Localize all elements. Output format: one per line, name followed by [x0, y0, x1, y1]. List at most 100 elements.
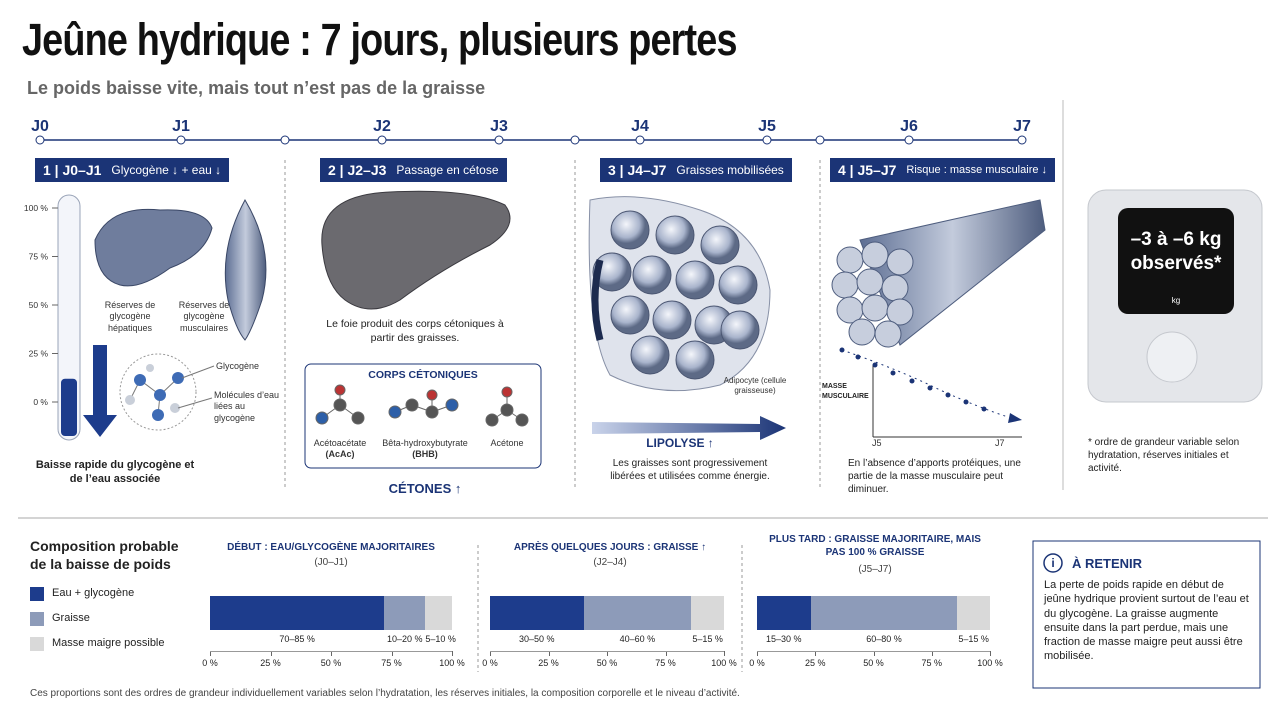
axis-tick — [665, 651, 667, 656]
panel-title: APRÈS QUELQUES JOURS : GRAISSE ↑ — [513, 542, 707, 553]
panel-title: DÉBUT : EAU/GLYCOGÈNE MAJORITAIRES — [227, 542, 435, 553]
phase-header: 1 | J0–J1 Glycogène ↓ + eau ↓ — [35, 158, 230, 182]
gauge-fill — [61, 378, 77, 436]
segment-label: 30–50 % — [519, 634, 555, 644]
axis-tick-label: 0 % — [749, 658, 765, 668]
segment-label: 70–85 % — [279, 634, 315, 644]
timeline-node — [1017, 135, 1027, 145]
axis-tick — [210, 651, 211, 656]
axis-tick — [548, 651, 550, 656]
vessel — [591, 259, 604, 341]
adipocyte — [700, 225, 740, 265]
caption: Les graisses sont progressivement libéré… — [610, 458, 770, 482]
gauge-tick-label: 50 % — [29, 300, 49, 310]
adipocyte — [632, 255, 672, 295]
gauge-tick-label: 75 % — [29, 252, 49, 262]
label: Réserves de glycogène musculaires — [178, 300, 230, 333]
day-label: J3 — [490, 118, 508, 135]
day-label: J5 — [758, 118, 776, 135]
axis-tick-label: 0 % — [202, 658, 218, 668]
takeaway-title: À RETENIR — [1072, 556, 1143, 571]
legend-swatch — [30, 612, 44, 626]
ketone-box — [304, 363, 542, 469]
panel-period: (J5–J7) — [858, 564, 892, 575]
molecule-name: Bêta-hydroxybutyrate — [382, 438, 468, 448]
panel-period: (J2–J4) — [593, 557, 627, 568]
adipocyte — [655, 215, 695, 255]
axis-tick — [990, 651, 991, 656]
segment-label: 15–30 % — [766, 634, 802, 644]
legend-label: Graisse — [52, 612, 90, 624]
bar-segment — [210, 596, 385, 630]
fascicle — [874, 320, 902, 348]
phase-title: Graisses mobilisées — [676, 163, 784, 177]
axis-tick-label: 25 % — [260, 658, 281, 668]
timeline-node — [570, 135, 580, 145]
gauge — [57, 194, 81, 441]
phase-header: 4 | J5–J7 Risque : masse musculaire ↓ — [830, 158, 1056, 182]
adipocyte — [720, 310, 760, 350]
axis-tick-label: 50 % — [596, 658, 618, 668]
axis-tick — [931, 651, 933, 656]
scale-note: * ordre de grandeur variable selon hydra… — [1088, 437, 1240, 474]
axis-tick — [331, 651, 332, 656]
ketones-label: CÉTONES ↑ — [388, 481, 462, 496]
timeline-node — [35, 135, 45, 145]
x-label: J5 — [872, 438, 882, 448]
segment-label: 40–60 % — [619, 634, 656, 644]
adipocyte — [610, 210, 650, 250]
x-label: J7 — [995, 438, 1005, 448]
axis-tick-label: 100 % — [711, 658, 737, 668]
muscle-chart — [839, 347, 1022, 438]
axis-tick — [724, 651, 725, 656]
composition-title: Composition probable de la baisse de poi… — [30, 538, 179, 573]
adipocyte — [630, 335, 670, 375]
axis-tick — [270, 651, 272, 656]
axis-tick-label: 75 % — [381, 658, 402, 668]
bar-segment — [490, 596, 584, 630]
adipocyte — [610, 295, 650, 335]
fascicle — [836, 246, 864, 274]
segment-label: 5–10 % — [425, 634, 456, 644]
box-title: CORPS CÉTONIQUES — [368, 369, 478, 381]
muscle-bundle — [831, 199, 1046, 348]
chart-label: MASSE MUSCULAIRE — [822, 383, 869, 400]
takeaway-text: La perte de poids rapide en début de jeû… — [1044, 579, 1249, 663]
axis-tick — [815, 651, 817, 656]
legend-label: Masse maigre possible — [52, 637, 165, 649]
lipolysis-arrow — [592, 416, 786, 440]
panel-title: PLUS TARD : GRAISSE MAJORITAIRE, MAIS PA… — [769, 534, 981, 558]
day-label: J1 — [172, 118, 190, 135]
bar-segment — [384, 596, 426, 630]
timeline: J0 J1 J2 J3 J4 J5 J6 J7 — [31, 118, 1031, 145]
phase-title: Risque : masse musculaire ↓ — [906, 164, 1048, 176]
title: Jeûne hydrique : 7 jours, plusieurs pert… — [22, 14, 737, 65]
legend-label: Eau + glycogène — [52, 587, 135, 599]
info-icon: i — [1051, 556, 1054, 570]
scale-device — [1087, 189, 1263, 403]
gauge-tick-label: 100 % — [24, 203, 49, 213]
axis-line — [757, 651, 990, 652]
axis-tick-label: 100 % — [439, 658, 465, 668]
phase-label: 2 | J2–J3 — [328, 162, 387, 178]
axis-tick-label: 75 % — [921, 658, 942, 668]
phase-label: 3 | J4–J7 — [608, 162, 667, 178]
adipocyte — [675, 260, 715, 300]
timeline-node — [280, 135, 290, 145]
subtitle: Le poids baisse vite, mais tout n’est pa… — [27, 78, 486, 98]
timeline-node — [762, 135, 772, 145]
bar-segment — [425, 596, 452, 630]
glycogen-molecule — [119, 353, 215, 431]
label: Molécules d’eau liées au glycogène — [214, 390, 280, 423]
fascicle — [881, 274, 909, 302]
phase-label: 4 | J5–J7 — [838, 162, 897, 178]
axis-tick-label: 25 % — [538, 658, 559, 668]
day-label: J0 — [31, 118, 49, 135]
molecule: Bêta-hydroxybutyrate (BHB) — [375, 438, 475, 461]
bar-segment — [757, 596, 811, 630]
phase-header: 3 | J4–J7 Graisses mobilisées — [600, 158, 792, 182]
axis-tick-label: 0 % — [482, 658, 498, 668]
bar-segment — [810, 596, 958, 630]
axis-tick — [757, 651, 758, 656]
day-label: J6 — [900, 118, 918, 135]
